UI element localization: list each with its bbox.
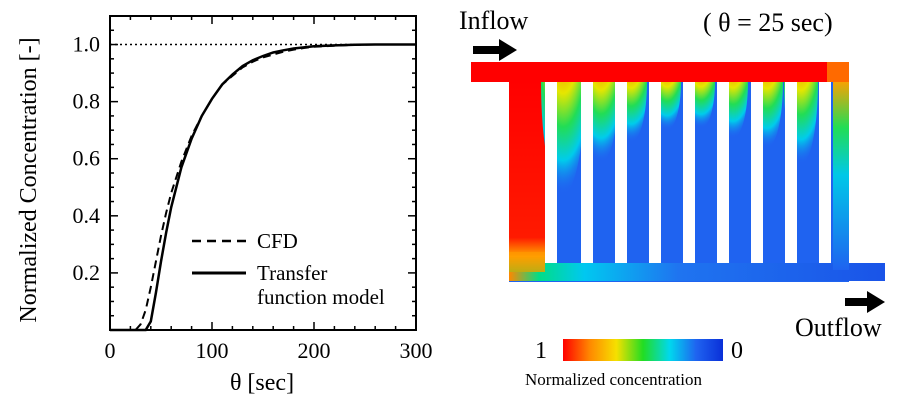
inflow-arrow-icon bbox=[473, 39, 517, 61]
y-tick-label: 0.4 bbox=[73, 203, 101, 228]
baffle-wall bbox=[717, 82, 729, 263]
outflow-label: Outflow bbox=[795, 313, 882, 342]
x-tick-label: 200 bbox=[298, 338, 331, 363]
baffle-wall bbox=[545, 82, 557, 263]
baffle-wall bbox=[649, 82, 661, 263]
x-axis-label: θ [sec] bbox=[230, 370, 294, 394]
tick-labels: 0 100 200 300 0.2 0.4 0.6 0.8 1.0 bbox=[73, 32, 433, 363]
baffle-wall bbox=[785, 82, 797, 263]
y-tick-label: 1.0 bbox=[73, 32, 101, 57]
y-tick-label: 0.6 bbox=[73, 146, 101, 171]
y-axis-title: Normalized Concentration [-] bbox=[16, 37, 42, 322]
concentration-chart: Normalized Concentration [-] θ [sec] 0 10… bbox=[16, 15, 433, 394]
outflow-arrow-icon bbox=[845, 291, 885, 313]
baffle-wall bbox=[581, 82, 593, 263]
y-tick-label: 0.8 bbox=[73, 89, 101, 114]
x-tick-label: 0 bbox=[105, 338, 116, 363]
legend: CFD Transfer function model bbox=[192, 229, 385, 309]
inflow-label: Inflow bbox=[459, 6, 529, 35]
y-axis-label: Normalized Concentration [-] bbox=[16, 37, 42, 322]
colorbar-title: Normalized concentration bbox=[525, 370, 703, 389]
legend-label-cfd: CFD bbox=[257, 229, 298, 253]
legend-label-transfer-line1: Transfer bbox=[257, 261, 327, 285]
baffle-wall bbox=[615, 82, 627, 263]
series-line-transfer-function bbox=[110, 43, 416, 332]
series-line-cfd bbox=[110, 43, 416, 331]
concentration-field bbox=[471, 62, 901, 287]
x-tick-label: 300 bbox=[400, 338, 433, 363]
legend-label-transfer-line2: function model bbox=[257, 285, 385, 309]
baffle-wall bbox=[751, 82, 763, 263]
x-tick-label: 100 bbox=[196, 338, 229, 363]
baffle-wall bbox=[819, 82, 831, 263]
simulation-panel: Inflow ( θ = 25 sec) bbox=[455, 0, 902, 394]
colorbar-min-label: 1 bbox=[535, 338, 547, 364]
snapshot-time-label: ( θ = 25 sec) bbox=[703, 8, 833, 37]
colorbar-max-label: 0 bbox=[731, 338, 743, 364]
y-tick-label: 0.2 bbox=[73, 260, 101, 285]
colorbar bbox=[563, 339, 723, 361]
baffle-wall bbox=[683, 82, 695, 263]
